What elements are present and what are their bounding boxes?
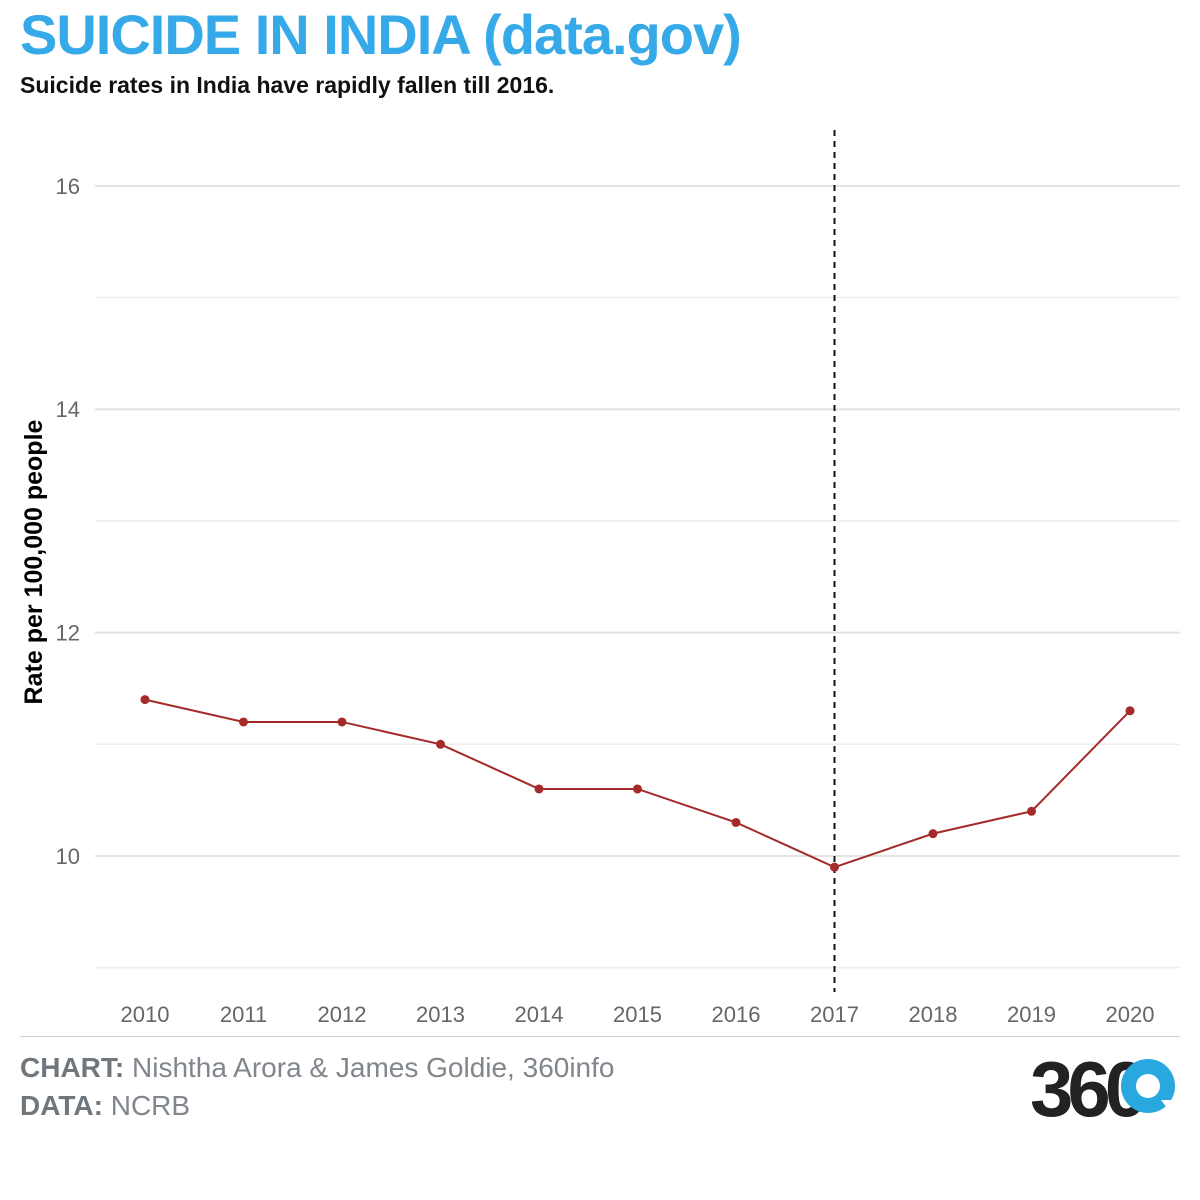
x-tick-label: 2010 xyxy=(121,1002,170,1027)
data-credit-label: DATA: xyxy=(20,1090,103,1121)
x-tick-label: 2018 xyxy=(909,1002,958,1027)
data-point xyxy=(239,717,248,727)
data-credit-text: NCRB xyxy=(110,1090,191,1121)
y-tick-label: 12 xyxy=(56,621,80,646)
y-axis-label: Rate per 100,000 people xyxy=(20,419,48,704)
x-tick-label: 2011 xyxy=(220,1002,267,1027)
data-point xyxy=(534,784,544,794)
x-tick-label: 2019 xyxy=(1007,1002,1056,1027)
brand-logo: 360 xyxy=(1030,1050,1175,1125)
series-line xyxy=(144,698,1131,869)
chart-title: SUICIDE IN INDIA (data.gov) xyxy=(20,3,742,66)
tick-labels: 10 12 14 16 2010 2011 2012 2013 2014 2015 2016 2017… xyxy=(56,174,1155,1027)
x-tick-label: 2012 xyxy=(318,1002,367,1027)
x-tick-label: 2014 xyxy=(515,1002,564,1027)
data-point xyxy=(1027,806,1036,816)
data-credit: DATA: NCRB xyxy=(20,1090,190,1122)
y-tick-label: 14 xyxy=(56,397,80,422)
data-point xyxy=(731,817,741,827)
data-point xyxy=(830,862,839,872)
series xyxy=(140,695,1135,872)
data-point xyxy=(928,829,938,839)
y-tick-label: 16 xyxy=(56,174,80,199)
data-point xyxy=(633,784,642,794)
footer-divider xyxy=(20,1036,1180,1037)
x-tick-label: 2015 xyxy=(613,1002,662,1027)
logo-accent-hole xyxy=(1136,1074,1160,1098)
chart-credit: CHART: Nishtha Arora & James Goldie, 360… xyxy=(20,1052,614,1084)
x-tick-label: 2020 xyxy=(1106,1002,1155,1027)
x-tick-label: 2016 xyxy=(712,1002,761,1027)
x-tick-label: 2013 xyxy=(416,1002,465,1027)
data-point xyxy=(1125,706,1135,716)
chart-credit-label: CHART: xyxy=(20,1052,125,1083)
chart-credit-text: Nishtha Arora & James Goldie, 360info xyxy=(132,1052,615,1083)
data-point xyxy=(436,739,445,749)
chart-subtitle: Suicide rates in India have rapidly fall… xyxy=(20,72,555,98)
logo-arrow-icon xyxy=(1161,1100,1173,1108)
data-point xyxy=(337,717,347,727)
line-chart: 10 12 14 16 2010 2011 2012 2013 2014 2015 2016 2017… xyxy=(20,130,1180,1027)
y-tick-label: 10 xyxy=(56,844,80,869)
data-point xyxy=(140,695,150,705)
x-tick-label: 2017 xyxy=(810,1002,859,1027)
gridlines xyxy=(95,184,1180,969)
